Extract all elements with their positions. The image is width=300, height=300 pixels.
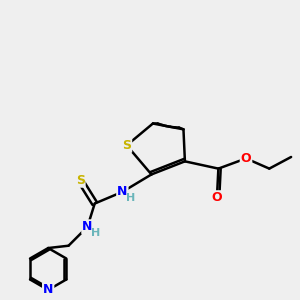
Text: O: O — [212, 191, 222, 204]
Text: N: N — [117, 185, 128, 198]
Text: S: S — [122, 139, 131, 152]
Text: S: S — [76, 174, 85, 187]
Text: N: N — [43, 284, 53, 296]
Text: H: H — [126, 193, 135, 203]
Text: N: N — [82, 220, 93, 233]
Text: H: H — [91, 228, 100, 238]
Text: O: O — [241, 152, 251, 165]
